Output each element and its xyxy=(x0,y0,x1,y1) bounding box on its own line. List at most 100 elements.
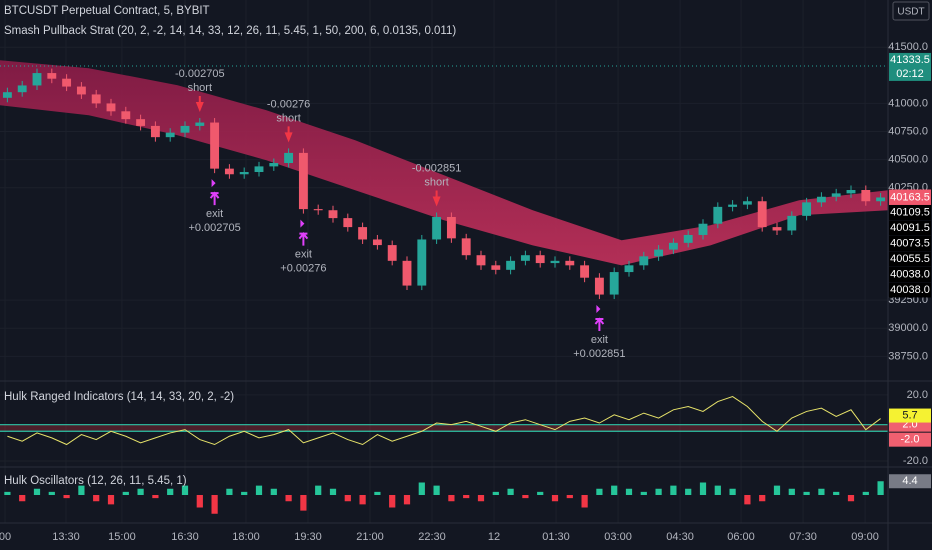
exit-profit: +0.002705 xyxy=(188,222,240,234)
candle-body xyxy=(713,206,723,224)
histogram-bar xyxy=(48,491,55,495)
candle-body xyxy=(358,227,368,240)
x-tick-label: 06:00 xyxy=(727,531,755,543)
histogram-bar xyxy=(196,495,203,508)
last-price: 40163.5 xyxy=(890,191,930,203)
histogram-bar xyxy=(300,495,307,511)
candle-body xyxy=(772,227,782,231)
candle-body xyxy=(742,201,752,205)
histogram-bar xyxy=(596,488,603,495)
exit-profit: +0.002851 xyxy=(573,348,625,360)
candle-body xyxy=(269,163,279,167)
candle-body xyxy=(861,190,871,202)
candle-body xyxy=(210,122,220,169)
histogram-bar xyxy=(241,491,248,495)
histogram-bar xyxy=(788,488,795,495)
candle-body xyxy=(683,234,693,243)
histogram-bar xyxy=(847,495,855,502)
candle-body xyxy=(624,265,634,273)
histogram-bar xyxy=(78,485,85,495)
histogram-bar xyxy=(374,491,381,495)
plot xyxy=(0,60,888,514)
candle-body xyxy=(491,265,501,270)
candle-body xyxy=(639,256,649,266)
candle-body xyxy=(565,260,575,266)
histogram-bar xyxy=(522,495,529,499)
histogram-bar xyxy=(122,491,129,495)
candle-body xyxy=(2,92,12,98)
currency-box[interactable] xyxy=(892,1,930,21)
ribbon-tag xyxy=(889,266,931,282)
marker-tag xyxy=(889,52,931,81)
histogram-bar xyxy=(93,495,100,502)
ranged-tick-label: 20.0 xyxy=(907,389,928,401)
histogram-bar xyxy=(226,488,233,495)
candle-body xyxy=(654,249,664,257)
candle-body xyxy=(313,209,323,211)
exit-label: exit xyxy=(206,208,223,220)
x-tick-label: 01:30 xyxy=(542,531,570,543)
marker-countdown: 02:12 xyxy=(896,68,924,80)
histogram-bar xyxy=(759,495,766,502)
ribbon-tag-value: 40055.5 xyxy=(890,253,930,265)
histogram-bar xyxy=(4,491,11,495)
candle-body xyxy=(17,85,27,93)
candle-body xyxy=(816,196,826,203)
histogram-bar xyxy=(477,495,485,502)
histogram-bar xyxy=(551,495,559,502)
candle-body xyxy=(550,260,560,264)
histogram-bar xyxy=(344,495,351,502)
candle-body xyxy=(668,242,678,250)
short-arrow xyxy=(284,126,293,143)
histogram-bar xyxy=(862,491,869,495)
candle-body xyxy=(239,172,249,175)
short-arrow xyxy=(432,190,441,207)
histogram-bar xyxy=(255,485,263,495)
ribbon-tag xyxy=(889,251,931,267)
histogram-bar xyxy=(685,488,692,495)
histogram-bar xyxy=(270,488,277,495)
y-tick-label: 39000.0 xyxy=(888,322,928,334)
ranged-last-tag xyxy=(889,408,931,423)
x-tick-label: 04:30 xyxy=(666,531,694,543)
currency[interactable]: USDT xyxy=(897,7,924,18)
candle-body xyxy=(254,166,264,173)
candle-body xyxy=(47,73,57,79)
short-label: short xyxy=(276,112,300,124)
histogram-bar xyxy=(137,488,144,495)
ribbon-tag xyxy=(889,282,931,298)
histogram-bar xyxy=(581,495,588,508)
candle-body xyxy=(150,125,160,138)
candle-body xyxy=(62,78,72,87)
exit-profit: +0.00276 xyxy=(280,263,326,275)
x-tick-label: 00 xyxy=(0,531,11,543)
candle-body xyxy=(787,215,797,231)
candle-body xyxy=(520,255,530,261)
oscillator-title: Hulk Oscillators (12, 26, 11, 5.45, 1) xyxy=(4,475,187,487)
exit-marker xyxy=(211,179,216,188)
last-price-tag xyxy=(889,189,931,206)
histogram-bar xyxy=(389,495,396,508)
candle-body xyxy=(402,260,412,286)
histogram-bar xyxy=(699,482,707,495)
candle-body xyxy=(580,265,590,278)
exit-arrow xyxy=(298,232,309,246)
ranged-line xyxy=(7,396,881,446)
candle-body xyxy=(461,238,471,256)
candle-body xyxy=(831,193,841,197)
candle-body xyxy=(284,152,294,164)
histogram-bar xyxy=(818,488,825,495)
exit-arrow xyxy=(594,317,605,332)
ribbon-tag-value: 40038.0 xyxy=(890,284,930,296)
x-tick-label: 22:30 xyxy=(418,531,446,543)
ranged-last-value: 5.7 xyxy=(902,409,917,421)
histogram-bar xyxy=(33,488,41,495)
candle-body xyxy=(757,201,767,228)
histogram-bar xyxy=(403,495,411,505)
histogram-bar xyxy=(729,488,736,495)
histogram-bar xyxy=(537,491,544,495)
candle-body xyxy=(195,122,205,126)
neutral-zone xyxy=(0,424,888,432)
x-tick-label: 21:00 xyxy=(356,531,384,543)
histogram-bar xyxy=(744,495,751,505)
